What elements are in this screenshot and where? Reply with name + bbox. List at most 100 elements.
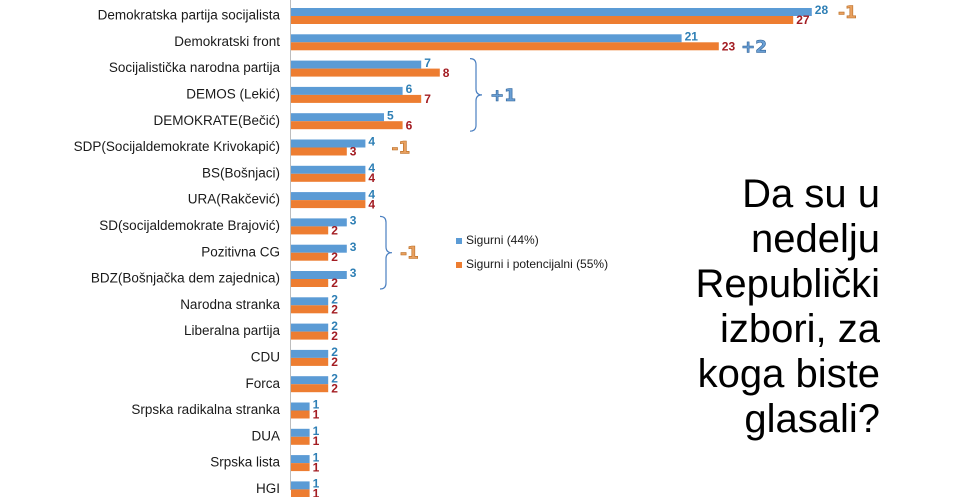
bar-sigurni (291, 481, 310, 490)
change-annotation: -1 (838, 3, 857, 23)
value-label-sigurni-i-potencijalni: 2 (331, 381, 338, 395)
value-label-sigurni: 1 (313, 450, 320, 464)
group-bracket (469, 58, 483, 132)
category-label: Socijalistička narodna partija (109, 60, 281, 75)
bar-sigurni-i-potencijalni (291, 16, 794, 24)
bar-sigurni (291, 349, 329, 358)
value-label-sigurni: 5 (387, 108, 394, 122)
category-label: SDP(Socijaldemokrate Krivokapić) (74, 139, 280, 154)
bar-sigurni-i-potencijalni (291, 42, 719, 51)
bar-sigurni-i-potencijalni (291, 173, 366, 182)
category-label: Forca (245, 376, 280, 391)
value-label-sigurni-i-potencijalni: 1 (313, 434, 320, 448)
bar-sigurni-i-potencijalni (291, 94, 422, 103)
bar-sigurni (291, 113, 384, 122)
bar-sigurni (291, 86, 403, 95)
category-label: SD(socijaldemokrate Brajović) (99, 218, 280, 233)
value-label-sigurni: 4 (368, 187, 375, 201)
bar-sigurni (291, 244, 347, 253)
question-text: Da su u nedelju Republički izbori, za ko… (695, 172, 880, 441)
change-annotation: -1 (400, 244, 419, 264)
value-label-sigurni-i-potencijalni: 2 (331, 224, 338, 238)
category-label: Demokratska partija socijalista (98, 8, 281, 23)
bar-sigurni (291, 192, 366, 201)
category-label: DEMOKRATE(Bečić) (153, 113, 280, 128)
category-label: Srpska lista (210, 455, 280, 470)
legend-label: Sigurni (44%) (466, 233, 539, 247)
value-label-sigurni-i-potencijalni: 1 (313, 460, 320, 474)
bar-sigurni (291, 8, 812, 16)
legend-swatch (456, 262, 462, 268)
value-label-sigurni: 1 (313, 477, 320, 491)
value-label-sigurni: 2 (331, 319, 338, 333)
bar-sigurni-i-potencijalni (291, 226, 329, 235)
category-labels-group: Demokratska partija socijalista Demokrats… (74, 8, 281, 496)
value-label-sigurni-i-potencijalni: 6 (406, 118, 413, 132)
category-label: DEMOS (Lekić) (186, 86, 280, 101)
bars-group (291, 8, 812, 497)
bar-sigurni-i-potencijalni (291, 200, 366, 209)
change-annotation: +1 (490, 86, 516, 106)
bar-sigurni (291, 165, 366, 174)
category-label: BS(Bošnjaci) (202, 165, 280, 180)
change-annotation: +2 (741, 37, 767, 57)
bar-sigurni-i-potencijalni (291, 384, 329, 393)
bar-sigurni (291, 34, 682, 43)
value-label-sigurni-i-potencijalni: 23 (722, 39, 736, 53)
value-label-sigurni: 2 (331, 371, 338, 385)
bar-sigurni-i-potencijalni (291, 489, 310, 497)
value-label-sigurni-i-potencijalni: 1 (313, 487, 320, 497)
legend-swatch (456, 238, 462, 244)
bar-sigurni-i-potencijalni (291, 121, 403, 130)
value-label-sigurni: 2 (331, 292, 338, 306)
category-label: Pozitivna CG (201, 244, 280, 259)
bar-sigurni-i-potencijalni (291, 279, 329, 287)
category-label: Liberalna partija (184, 323, 281, 338)
value-label-sigurni: 7 (424, 56, 431, 70)
value-label-sigurni: 3 (350, 266, 357, 280)
bar-sigurni (291, 139, 366, 148)
value-label-sigurni-i-potencijalni: 4 (368, 171, 375, 185)
bar-sigurni-i-potencijalni (291, 305, 329, 314)
value-label-sigurni: 2 (331, 345, 338, 359)
value-label-sigurni-i-potencijalni: 2 (331, 250, 338, 264)
bar-sigurni (291, 323, 329, 332)
bar-sigurni (291, 271, 347, 279)
annotations-group: -1 +2 +1 -1 -1 (379, 3, 857, 290)
value-label-sigurni: 1 (313, 424, 320, 438)
value-label-sigurni-i-potencijalni: 27 (796, 13, 810, 27)
bar-sigurni-i-potencijalni (291, 436, 310, 445)
bar-sigurni (291, 402, 310, 411)
value-label-sigurni-i-potencijalni: 2 (331, 355, 338, 369)
value-label-sigurni-i-potencijalni: 2 (331, 329, 338, 343)
value-label-sigurni-i-potencijalni: 2 (331, 276, 338, 290)
value-label-sigurni-i-potencijalni: 1 (313, 408, 320, 422)
category-label: Narodna stranka (180, 297, 280, 312)
category-label: URA(Rakčević) (188, 192, 280, 207)
value-label-sigurni: 1 (313, 398, 320, 412)
bar-sigurni (291, 297, 329, 306)
value-label-sigurni: 6 (406, 82, 413, 96)
value-label-sigurni-i-potencijalni: 4 (368, 197, 375, 211)
bar-sigurni-i-potencijalni (291, 410, 310, 419)
value-label-sigurni: 4 (368, 135, 375, 149)
value-label-sigurni: 3 (350, 240, 357, 254)
legend: Sigurni (44%) Sigurni i potencijalni (55%… (456, 233, 608, 271)
value-label-sigurni: 21 (685, 29, 699, 43)
bar-sigurni (291, 428, 310, 437)
value-labels-group: 2827212378675643444432323222222222111111… (313, 3, 829, 497)
value-label-sigurni: 3 (350, 214, 357, 228)
category-label: CDU (251, 349, 280, 364)
value-label-sigurni-i-potencijalni: 7 (424, 92, 431, 106)
group-bracket (379, 215, 393, 290)
bar-sigurni-i-potencijalni (291, 357, 329, 366)
category-label: HGI (256, 481, 280, 496)
bar-sigurni-i-potencijalni (291, 252, 329, 261)
bar-sigurni-i-potencijalni (291, 463, 310, 472)
value-label-sigurni-i-potencijalni: 3 (350, 145, 357, 159)
bar-sigurni (291, 60, 422, 69)
category-label: BDZ(Bošnjačka dem zajednica) (91, 271, 280, 286)
category-label: Srpska radikalna stranka (131, 402, 280, 417)
category-label: DUA (251, 428, 280, 443)
